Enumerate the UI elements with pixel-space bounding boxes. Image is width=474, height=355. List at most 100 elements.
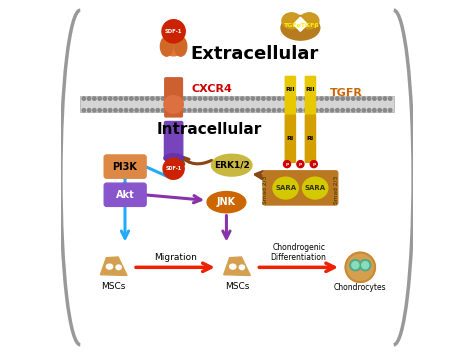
Circle shape (156, 97, 159, 100)
Circle shape (235, 109, 239, 112)
Circle shape (146, 97, 149, 100)
Circle shape (352, 262, 359, 269)
Circle shape (124, 109, 128, 112)
FancyBboxPatch shape (80, 97, 394, 112)
Circle shape (177, 109, 181, 112)
Circle shape (350, 260, 361, 271)
Text: TGFαTGFβ: TGFαTGFβ (283, 23, 318, 28)
Circle shape (167, 97, 170, 100)
Circle shape (262, 109, 265, 112)
Circle shape (352, 109, 355, 112)
Circle shape (373, 109, 376, 112)
Circle shape (235, 97, 239, 100)
Text: p: p (299, 162, 302, 166)
Circle shape (172, 97, 175, 100)
Circle shape (214, 97, 218, 100)
Circle shape (283, 109, 286, 112)
Circle shape (383, 97, 387, 100)
Circle shape (304, 97, 307, 100)
Ellipse shape (174, 37, 187, 56)
Text: Chondrogenic
Differentiation: Chondrogenic Differentiation (271, 242, 327, 262)
Circle shape (193, 97, 196, 100)
FancyBboxPatch shape (305, 115, 316, 162)
Circle shape (373, 97, 376, 100)
Circle shape (219, 109, 223, 112)
Circle shape (346, 97, 350, 100)
Circle shape (362, 97, 365, 100)
Circle shape (225, 97, 228, 100)
Circle shape (315, 97, 318, 100)
Circle shape (378, 97, 382, 100)
Circle shape (378, 109, 382, 112)
Circle shape (315, 109, 318, 112)
Circle shape (156, 109, 159, 112)
Text: RI: RI (287, 136, 294, 141)
Circle shape (256, 109, 260, 112)
Circle shape (198, 97, 202, 100)
Circle shape (246, 109, 249, 112)
Circle shape (87, 97, 91, 100)
Circle shape (230, 109, 233, 112)
Circle shape (389, 97, 392, 100)
FancyBboxPatch shape (305, 76, 316, 115)
Ellipse shape (281, 16, 320, 40)
FancyBboxPatch shape (104, 155, 146, 178)
Ellipse shape (164, 40, 183, 56)
Circle shape (293, 109, 297, 112)
Ellipse shape (160, 37, 173, 56)
Circle shape (267, 97, 270, 100)
Circle shape (214, 109, 218, 112)
Circle shape (283, 97, 286, 100)
Circle shape (130, 109, 133, 112)
Ellipse shape (106, 264, 113, 269)
Circle shape (267, 109, 270, 112)
Circle shape (299, 109, 302, 112)
Text: RII: RII (285, 87, 295, 92)
Text: MSCs: MSCs (225, 282, 249, 291)
Circle shape (330, 109, 334, 112)
Circle shape (204, 109, 207, 112)
Text: SARA: SARA (305, 185, 326, 191)
Circle shape (114, 97, 117, 100)
Circle shape (92, 97, 96, 100)
Circle shape (219, 97, 223, 100)
Text: Chondrocytes: Chondrocytes (334, 283, 387, 292)
Circle shape (272, 109, 276, 112)
Circle shape (119, 97, 122, 100)
Circle shape (146, 109, 149, 112)
Circle shape (389, 109, 392, 112)
Circle shape (82, 109, 85, 112)
Circle shape (140, 97, 144, 100)
Text: SARA: SARA (275, 185, 296, 191)
Circle shape (330, 97, 334, 100)
Circle shape (341, 109, 344, 112)
Circle shape (209, 109, 212, 112)
FancyBboxPatch shape (285, 76, 295, 115)
Circle shape (87, 109, 91, 112)
Circle shape (130, 97, 133, 100)
Circle shape (182, 109, 186, 112)
Polygon shape (100, 257, 127, 275)
Circle shape (299, 97, 302, 100)
Circle shape (278, 97, 281, 100)
Circle shape (297, 160, 304, 168)
Circle shape (309, 97, 313, 100)
Circle shape (256, 97, 260, 100)
Circle shape (362, 109, 365, 112)
Circle shape (309, 109, 313, 112)
Circle shape (162, 20, 185, 43)
Circle shape (109, 97, 112, 100)
Circle shape (367, 109, 371, 112)
Ellipse shape (302, 177, 328, 199)
Ellipse shape (239, 265, 245, 269)
Text: SDF-1: SDF-1 (165, 29, 182, 34)
Text: RI: RI (307, 136, 314, 141)
Circle shape (362, 262, 369, 269)
Circle shape (225, 109, 228, 112)
Circle shape (310, 160, 317, 168)
Text: Intracellular: Intracellular (156, 122, 262, 137)
Circle shape (325, 97, 328, 100)
Circle shape (288, 97, 292, 100)
Circle shape (177, 97, 181, 100)
Circle shape (278, 109, 281, 112)
